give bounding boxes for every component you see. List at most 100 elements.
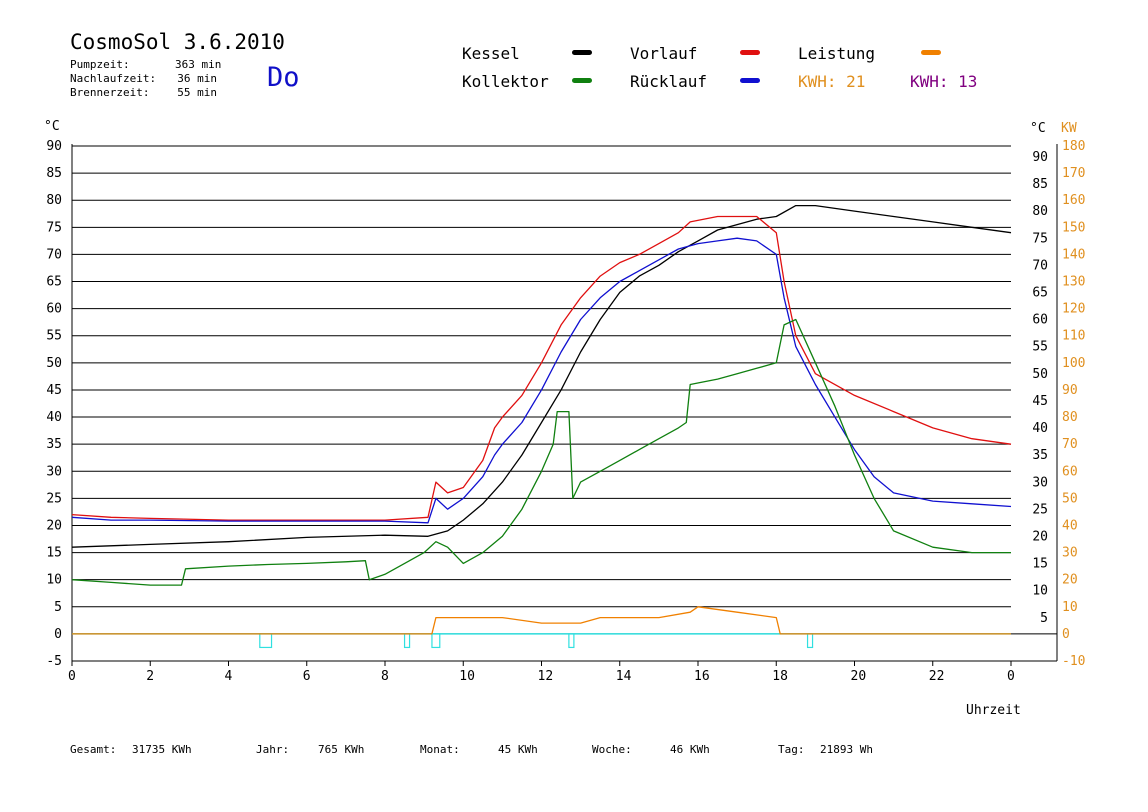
- legend-swatch-vorlauf: [740, 50, 760, 55]
- y-tick-label-right: 40: [1032, 421, 1048, 436]
- x-tick-label: 16: [694, 669, 710, 684]
- kw-tick-label: 10: [1062, 600, 1078, 615]
- y-axis-title-right: °C: [1030, 121, 1046, 136]
- kwh-solar-label: KWH:: [798, 72, 837, 91]
- legend-swatch-kessel: [572, 50, 592, 55]
- x-tick-label: 12: [538, 669, 554, 684]
- stat-label-pumpzeit: Pumpzeit:: [70, 58, 130, 71]
- kw-tick-label: 20: [1062, 573, 1078, 588]
- y-tick-label-left: 85: [46, 166, 62, 181]
- y-tick-label-left: 55: [46, 329, 62, 344]
- y-tick-label-left: 15: [46, 546, 62, 561]
- x-tick-label: 0: [68, 669, 76, 684]
- pump-marker: [259, 633, 273, 649]
- y-tick-label-left: 75: [46, 220, 62, 235]
- kw-tick-label: 180: [1062, 139, 1085, 154]
- chart-series: [71, 204, 1012, 649]
- kw-tick-label: 30: [1062, 546, 1078, 561]
- x-tick-label: 10: [459, 669, 475, 684]
- y-tick-label-right: 55: [1032, 340, 1048, 355]
- x-tick-label: 6: [303, 669, 311, 684]
- stats-labels: Pumpzeit: Nachlaufzeit: Brennerzeit:: [70, 58, 156, 100]
- chart-title: CosmoSol 3.6.2010: [70, 30, 285, 54]
- series-line-rcklauf: [71, 237, 1012, 524]
- kw-tick-label: 110: [1062, 329, 1085, 344]
- kw-tick-label: -10: [1062, 654, 1085, 669]
- stat-value-nachlaufzeit: 36 min: [177, 72, 217, 85]
- y-tick-label-left: 0: [54, 627, 62, 642]
- pump-marker: [403, 633, 411, 649]
- x-tick-label: 2: [146, 669, 154, 684]
- y-tick-label-left: 35: [46, 437, 62, 452]
- stat-label-brennerzeit: Brennerzeit:: [70, 86, 150, 99]
- footer-label-monat: Monat:: [420, 743, 460, 756]
- legend-label-kollektor: Kollektor: [462, 72, 549, 91]
- y-axis-title-kw: KW: [1061, 121, 1077, 136]
- kw-tick-label: 140: [1062, 247, 1085, 262]
- y-tick-label-left: 60: [46, 302, 62, 317]
- y-tick-label-right: 20: [1032, 529, 1048, 544]
- y-axis-title-left: °C: [44, 119, 60, 134]
- y-tick-label-left: 25: [46, 491, 62, 506]
- y-tick-label-left: 90: [46, 139, 62, 154]
- x-tick-label: 0: [1007, 669, 1015, 684]
- legend-swatch-leistung: [921, 50, 941, 55]
- y-tick-label-right: 35: [1032, 448, 1048, 463]
- x-tick-label: 14: [616, 669, 632, 684]
- y-tick-label-right: 70: [1032, 258, 1048, 273]
- y-tick-label-right: 85: [1032, 177, 1048, 192]
- series-line-kessel: [71, 204, 1012, 548]
- series-line-vorlauf: [71, 215, 1012, 521]
- footer-label-woche: Woche:: [592, 743, 632, 756]
- kw-tick-label: 40: [1062, 518, 1078, 533]
- series-line-leistung: [72, 606, 1011, 635]
- y-tick-label-right: 80: [1032, 204, 1048, 219]
- kwh-solar-value: 21: [846, 72, 866, 91]
- legend-label-vorlauf: Vorlauf: [630, 44, 698, 63]
- x-tick-label: 4: [225, 669, 233, 684]
- footer-label-jahr: Jahr:: [256, 743, 290, 756]
- x-axis-title: Uhrzeit: [966, 703, 1021, 718]
- kw-tick-label: 160: [1062, 193, 1085, 208]
- pump-marker: [806, 633, 814, 649]
- stats-values: 363 min 36 min 55 min: [175, 58, 221, 100]
- y-tick-label-right: 65: [1032, 286, 1048, 301]
- y-tick-label-right: 75: [1032, 231, 1048, 246]
- chart-grid: [71, 144, 1058, 666]
- y-tick-label-right: 30: [1032, 475, 1048, 490]
- kw-tick-label: 90: [1062, 383, 1078, 398]
- y-tick-label-right: 60: [1032, 313, 1048, 328]
- kwh-solar: KWH: 21: [798, 72, 865, 91]
- x-tick-label: 22: [929, 669, 945, 684]
- kw-tick-label: 70: [1062, 437, 1078, 452]
- y-tick-label-right: 45: [1032, 394, 1048, 409]
- pump-marker: [431, 633, 441, 649]
- y-tick-label-right: 90: [1032, 150, 1048, 165]
- y-tick-label-left: 50: [46, 356, 62, 371]
- kw-tick-label: 150: [1062, 220, 1085, 235]
- legend-label-kessel: Kessel: [462, 44, 520, 63]
- y-tick-label-left: -5: [46, 654, 62, 669]
- y-tick-label-left: 40: [46, 410, 62, 425]
- y-tick-label-left: 5: [54, 600, 62, 615]
- footer-value-tag: 21893 Wh: [820, 743, 873, 756]
- legend-swatch-kollektor: [572, 78, 592, 83]
- kw-tick-label: 80: [1062, 410, 1078, 425]
- y-tick-label-right: 50: [1032, 367, 1048, 382]
- kwh-burner: KWH: 13: [910, 72, 977, 91]
- y-tick-label-left: 45: [46, 383, 62, 398]
- y-tick-label-left: 10: [46, 573, 62, 588]
- y-tick-label-left: 80: [46, 193, 62, 208]
- kw-tick-label: 120: [1062, 302, 1085, 317]
- series-line-kollektor: [71, 318, 1011, 586]
- axis-labels: 0 2 4 6 8 10 12 14 16 18 20 22 090858075706560555045…: [44, 119, 1085, 718]
- legend-label-ruecklauf: Rücklauf: [630, 72, 708, 91]
- legend-label-leistung: Leistung: [798, 44, 876, 63]
- y-tick-label-left: 20: [46, 518, 62, 533]
- x-tick-label: 18: [772, 669, 788, 684]
- kwh-burner-value: 13: [958, 72, 978, 91]
- y-tick-label-left: 30: [46, 464, 62, 479]
- y-tick-label-left: 70: [46, 247, 62, 262]
- footer-value-gesamt: 31735 KWh: [132, 743, 192, 756]
